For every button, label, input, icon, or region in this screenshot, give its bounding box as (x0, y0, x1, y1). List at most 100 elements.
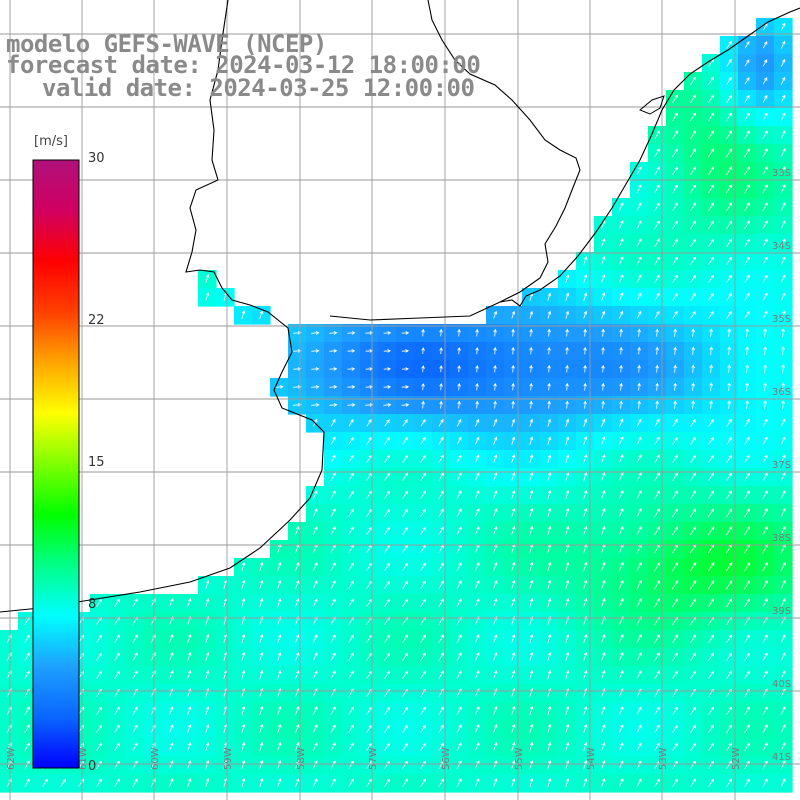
wind-arrow (348, 742, 354, 752)
wind-speed-cell (702, 90, 721, 109)
wind-arrow (384, 670, 390, 679)
wind-speed-cell (630, 450, 649, 469)
wind-arrow (636, 184, 642, 193)
wind-speed-cell (648, 126, 667, 145)
wind-arrow (690, 94, 697, 104)
wind-arrow (438, 652, 444, 662)
wind-speed-cell (450, 720, 469, 739)
wind-speed-cell (396, 486, 415, 505)
wind-speed-cell (378, 414, 397, 433)
wind-speed-cell (630, 234, 649, 253)
wind-speed-cell (630, 468, 649, 487)
wind-arrow (583, 274, 588, 284)
wind-arrow (618, 706, 624, 716)
wind-arrow (565, 723, 570, 734)
longitude-label: 60W (150, 747, 161, 770)
wind-speed-cell (702, 108, 721, 127)
wind-speed-cell (648, 252, 667, 271)
wind-speed-cell (684, 144, 703, 163)
wind-arrow (618, 526, 624, 536)
wind-speed-cell (126, 630, 145, 649)
wind-arrow (511, 490, 516, 500)
wind-arrow (618, 274, 624, 284)
wind-arrow (762, 760, 768, 770)
wind-arrow (637, 346, 641, 355)
wind-speed-cell (720, 108, 739, 127)
wind-arrow (401, 403, 410, 407)
colorbar-tick-label: 8 (88, 596, 97, 612)
wind-arrow (583, 561, 588, 572)
wind-arrow (762, 22, 768, 31)
wind-speed-cell (738, 306, 757, 325)
wind-arrow (547, 634, 552, 644)
wind-arrow (600, 634, 606, 644)
wind-arrow (726, 508, 733, 518)
wind-speed-cell (774, 468, 793, 487)
wind-speed-cell (720, 558, 739, 577)
wind-arrow (511, 652, 516, 662)
wind-speed-cell (756, 648, 775, 667)
wind-speed-cell (648, 774, 667, 793)
wind-speed-cell (432, 414, 451, 433)
wind-speed-cell (684, 594, 703, 613)
wind-arrow (493, 436, 498, 445)
wind-arrow (475, 382, 479, 391)
wind-arrow (348, 472, 354, 481)
wind-arrow (672, 634, 678, 644)
wind-arrow (672, 274, 678, 283)
wind-speed-cell (630, 738, 649, 757)
wind-speed-cell (756, 126, 775, 145)
wind-arrow (762, 94, 768, 103)
wind-speed-cell (144, 648, 163, 667)
wind-arrow (689, 562, 697, 572)
wind-arrow (565, 489, 570, 500)
wind-speed-cell (774, 702, 793, 721)
wind-speed-cell (666, 522, 685, 541)
wind-arrow (114, 778, 120, 787)
wind-speed-cell (126, 684, 145, 703)
wind-arrow (384, 454, 390, 463)
wind-arrow (726, 706, 732, 715)
wind-arrow (294, 760, 300, 770)
wind-speed-cell (774, 90, 793, 109)
wind-speed-cell (702, 594, 721, 613)
wind-speed-cell (774, 180, 793, 199)
wind-arrow (187, 598, 192, 608)
wind-speed-cell (720, 234, 739, 253)
wind-speed-cell (720, 720, 739, 739)
wind-arrow (727, 400, 731, 410)
wind-arrow (565, 777, 570, 788)
wind-speed-cell (90, 720, 109, 739)
wind-speed-cell (630, 774, 649, 793)
wind-arrow (529, 669, 534, 680)
wind-arrow (762, 652, 768, 661)
wind-arrow (690, 634, 697, 644)
latitude-label: 36S (772, 387, 791, 398)
wind-speed-cell (450, 666, 469, 685)
wind-arrow (275, 385, 284, 389)
wind-speed-cell (0, 738, 19, 757)
wind-arrow (277, 742, 282, 752)
wind-speed-cell (432, 486, 451, 505)
wind-arrow (493, 670, 498, 680)
wind-arrow (547, 723, 552, 734)
wind-arrow (689, 526, 697, 536)
wind-arrow (529, 597, 534, 608)
wind-speed-cell (414, 522, 433, 541)
wind-arrow (547, 400, 551, 409)
wind-speed-cell (630, 288, 649, 307)
wind-arrow (601, 346, 605, 355)
wind-arrow (726, 292, 732, 301)
wind-arrow (277, 723, 282, 734)
wind-speed-cell (702, 270, 721, 289)
wind-speed-cell (756, 414, 775, 433)
wind-arrow (744, 220, 750, 230)
wind-speed-cell (90, 684, 109, 703)
wind-speed-cell (774, 72, 793, 91)
wind-arrow (726, 724, 732, 734)
wind-arrow (294, 634, 300, 644)
wind-speed-cell (702, 216, 721, 235)
wind-arrow (780, 130, 786, 140)
wind-arrow (114, 598, 120, 607)
